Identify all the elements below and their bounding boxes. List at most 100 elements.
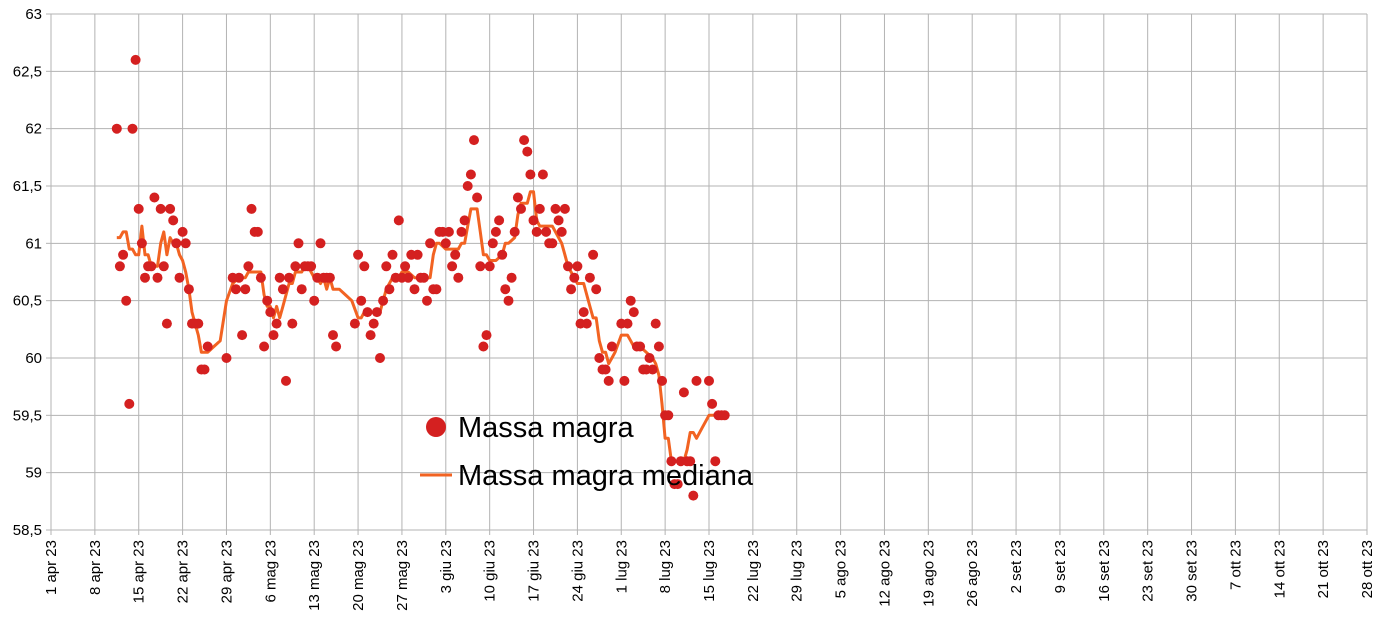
- x-tick-label: 16 set 23: [1096, 540, 1113, 602]
- scatter-point: [158, 261, 169, 272]
- x-tick-label: 10 giu 23: [482, 540, 499, 602]
- x-tick-label: 8 lug 23: [657, 540, 674, 593]
- x-tick-label: 1 lug 23: [613, 540, 630, 593]
- y-tick-label: 60: [25, 350, 42, 367]
- scatter-point: [362, 307, 373, 318]
- y-tick-label: 59,5: [13, 407, 42, 424]
- scatter-point: [603, 375, 614, 386]
- scatter-point: [628, 307, 639, 318]
- scatter-point: [691, 375, 702, 386]
- scatter-point: [594, 353, 605, 363]
- x-tick-label: 22 apr 23: [175, 540, 192, 603]
- x-tick-label: 21 ott 23: [1315, 540, 1332, 598]
- scatter-point: [368, 318, 379, 329]
- x-tick-label: 15 lug 23: [701, 540, 718, 602]
- x-tick-label: 12 ago 23: [876, 540, 893, 607]
- scatter-point: [512, 192, 523, 203]
- scatter-point: [136, 238, 147, 249]
- x-tick-label: 26 ago 23: [964, 540, 981, 607]
- scatter-point: [177, 226, 188, 237]
- scatter-point: [306, 261, 317, 272]
- scatter-point: [625, 295, 636, 306]
- scatter-point: [688, 490, 699, 501]
- scatter-point: [180, 238, 191, 249]
- scatter-point: [418, 272, 429, 283]
- scatter-point: [133, 203, 144, 214]
- scatter-point: [657, 375, 667, 386]
- y-tick-label: 60,5: [13, 293, 42, 310]
- scatter-point: [525, 169, 536, 180]
- scatter-point: [315, 238, 326, 249]
- scatter-point: [118, 249, 129, 260]
- scatter-point: [572, 261, 583, 272]
- y-tick-label: 62: [25, 121, 42, 138]
- scatter-point: [447, 261, 458, 272]
- x-tick-label: 20 mag 23: [350, 540, 367, 611]
- legend-label-line: Massa magra mediana: [458, 460, 754, 492]
- scatter-point: [171, 238, 182, 249]
- scatter-point: [155, 203, 166, 214]
- x-tick-label: 2 set 23: [1008, 540, 1025, 593]
- scatter-point: [365, 330, 376, 341]
- scatter-point: [127, 123, 138, 134]
- scatter-point: [274, 272, 285, 283]
- scatter-point: [531, 226, 542, 237]
- x-tick-label: 6 mag 23: [262, 540, 279, 603]
- scatter-point: [469, 135, 479, 146]
- scatter-point: [221, 353, 232, 363]
- scatter-point: [475, 261, 486, 272]
- y-tick-labels: 58,5 59 59,5 60 60,5 61 61,5 62 62,5 63: [13, 6, 42, 539]
- scatter-point: [528, 215, 539, 226]
- y-tick-label: 59: [25, 465, 42, 482]
- scatter-point: [121, 295, 132, 306]
- scatter-point: [619, 375, 630, 386]
- scatter-point: [124, 398, 135, 409]
- scatter-point: [431, 284, 442, 295]
- scatter-point: [600, 364, 611, 375]
- scatter-point: [453, 272, 464, 283]
- x-tick-labels: 1 apr 23 8 apr 23 15 apr 23 22 apr 23 29 apr…: [43, 540, 1376, 611]
- scatter-point: [400, 261, 411, 272]
- scatter-point: [331, 341, 342, 352]
- scatter-point: [234, 272, 244, 283]
- x-tick-label: 13 mag 23: [306, 540, 323, 611]
- scatter-point: [230, 284, 241, 295]
- x-tick-label: 1 apr 23: [43, 540, 60, 595]
- scatter-point: [534, 203, 545, 214]
- scatter-point: [403, 272, 414, 283]
- x-tick-label: 3 giu 23: [438, 540, 455, 593]
- scatter-point: [459, 215, 470, 226]
- scatter-point: [174, 272, 185, 283]
- scatter-point: [503, 295, 514, 306]
- scatter-point: [140, 272, 150, 283]
- scatter-point: [152, 272, 163, 283]
- scatter-point: [375, 353, 385, 363]
- scatter-point: [440, 238, 451, 249]
- x-tick-label: 22 lug 23: [745, 540, 762, 602]
- scatter-point: [650, 318, 661, 329]
- scatter-point: [456, 226, 467, 237]
- scatter-point: [296, 284, 307, 295]
- scatter-point: [409, 284, 420, 295]
- scatter-point: [168, 215, 179, 226]
- x-tick-label: 19 ago 23: [920, 540, 937, 607]
- x-tick-label: 29 lug 23: [789, 540, 806, 602]
- scatter-point: [412, 249, 423, 260]
- legend: Massa magra Massa magra mediana: [420, 412, 754, 492]
- scatter-point: [647, 364, 658, 375]
- legend-label-scatter: Massa magra: [458, 412, 635, 444]
- y-tick-label: 62,5: [13, 63, 42, 80]
- x-tick-label: 8 apr 23: [87, 540, 104, 595]
- median-line: [116, 190, 725, 463]
- scatter-point: [425, 238, 436, 249]
- scatter-point: [478, 341, 489, 352]
- scatter-point: [199, 364, 210, 375]
- scatter-point: [371, 307, 382, 318]
- scatter-point: [500, 284, 511, 295]
- scatter-point: [678, 387, 689, 398]
- scatter-point: [653, 341, 664, 352]
- x-tick-label: 23 set 23: [1140, 540, 1157, 602]
- scatter-point: [584, 272, 595, 283]
- scatter-point: [484, 261, 495, 272]
- scatter-series: [111, 54, 730, 501]
